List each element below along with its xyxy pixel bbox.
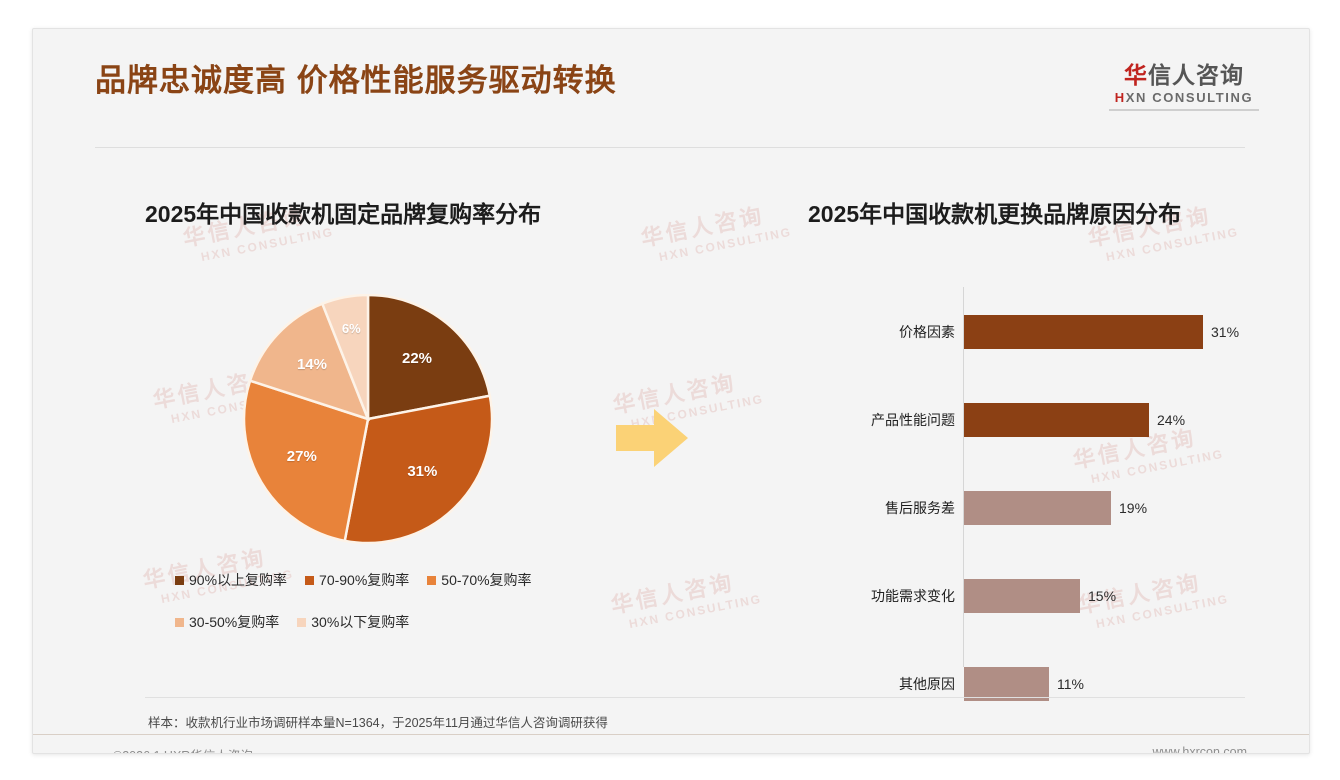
watermark-line2: HXN CONSULTING [1104,224,1241,265]
bar-row: 功能需求变化 15% [823,579,1273,613]
logo-cn-accent: 华 [1124,62,1148,88]
repurchase-rate-pie-chart: 22% 31% 27% 14% 6% [232,294,504,544]
bar-value-label: 31% [1211,324,1240,340]
watermark-line2: HXN CONSULTING [627,591,764,632]
pie-slice-label: 31% [407,463,438,481]
bar-value-label: 19% [1119,500,1148,516]
logo-en-accent: H [1114,90,1126,105]
legend-swatch-icon [175,617,184,627]
legend-label: 30-50%复购率 [189,614,280,630]
legend-item[interactable]: 50-70%复购率 [427,570,532,590]
bar-category-label: 价格因素 [899,324,955,340]
pie-slice-label: 6% [341,321,361,337]
legend-swatch-icon [427,575,437,585]
legend-item[interactable]: 90%以上复购率 [175,570,287,590]
logo-chinese: 华信人咨询 [1109,61,1259,89]
bar-row: 价格因素 31% [823,315,1273,349]
bar-category-label: 其他原因 [899,676,955,692]
pie-slice [366,294,492,421]
pie-slice [343,394,494,544]
value-axis-line [963,287,964,667]
bar-category-label: 产品性能问题 [871,412,955,428]
footnote-divider [145,697,1245,698]
legend-label: 30%以下复购率 [311,614,410,630]
slide: 华信人咨询 HXN CONSULTING 华信人咨询 HXN CONSULTIN… [32,28,1310,754]
left-chart-title: 2025年中国收款机固定品牌复购率分布 [145,201,542,227]
pie-slice-label: 22% [401,349,433,367]
legend-row: 30-50%复购率 30%以下复购率 [175,612,595,632]
watermark-line2: HXN CONSULTING [199,224,336,265]
bar[interactable] [964,315,1203,349]
bar-row: 售后服务差 19% [823,491,1273,525]
slide-header: 品牌忠诚度高 价格性能服务驱动转换 华信人咨询 HXN CONSULTING [33,29,1309,121]
logo-en-rest: XN CONSULTING [1125,90,1254,105]
legend-item[interactable]: 30-50%复购率 [175,612,279,632]
pie-svg [242,294,494,544]
right-arrow-icon [616,409,688,467]
watermark: 华信人咨询 HXN CONSULTING [608,560,763,634]
logo-cn-rest: 信人咨询 [1148,62,1244,88]
header-divider [95,147,1245,148]
bar[interactable] [964,403,1149,437]
bar-value-label: 24% [1157,412,1186,428]
switch-reason-bar-chart: 价格因素 31% 产品性能问题 24% 售后服务差 19% 功能需求变化 15% 其他原因 11% [823,287,1273,701]
legend-label: 50-70%复购率 [441,572,532,588]
bar[interactable] [964,579,1080,613]
bar[interactable] [964,491,1111,525]
pie-slice-label: 27% [286,448,317,466]
pie-slice [242,379,370,543]
legend-swatch-icon [305,575,315,585]
watermark: 华信人咨询 HXN CONSULTING [638,193,793,267]
bar-row: 产品性能问题 24% [823,403,1273,437]
watermark-line1: 华信人咨询 [638,202,767,252]
pie-slice-label: 14% [296,356,327,374]
bar-value-label: 15% [1088,588,1117,604]
logo-underline [1109,109,1259,111]
bar-value-label: 11% [1057,676,1084,692]
legend-item[interactable]: 30%以下复购率 [297,612,409,632]
page-title: 品牌忠诚度高 价格性能服务驱动转换 [95,63,617,98]
website-link[interactable]: www.hxrcon.com [1152,745,1247,754]
legend-label: 90%以上复购率 [189,572,288,588]
footer-divider [33,734,1309,735]
copyright-text: ©2026.1 HXR华信人咨询 [113,745,253,753]
pie-slice [248,302,371,422]
legend-label: 70-90%复购率 [319,572,410,588]
watermark-line2: HXN CONSULTING [657,224,794,265]
watermark-line1: 华信人咨询 [608,569,737,619]
pie-slice [320,294,370,420]
legend-swatch-icon [175,575,184,585]
sample-note: 样本：收款机行业市场调研样本量N=1364，于2025年11月通过华信人咨询调研… [148,716,608,730]
bar[interactable] [964,667,1049,701]
right-chart-title: 2025年中国收款机更换品牌原因分布 [808,201,1182,227]
pie-legend: 90%以上复购率 70-90%复购率 50-70%复购率 30-50%复购率 30%以… [175,570,595,654]
company-logo: 华信人咨询 HXN CONSULTING [1109,61,1259,111]
legend-swatch-icon [297,617,307,627]
logo-english: HXN CONSULTING [1109,89,1259,106]
bar-category-label: 功能需求变化 [871,588,955,604]
bar-row: 其他原因 11% [823,667,1273,701]
bar-category-label: 售后服务差 [885,500,955,516]
legend-item[interactable]: 70-90%复购率 [305,570,409,590]
legend-row: 90%以上复购率 70-90%复购率 50-70%复购率 [175,570,595,590]
